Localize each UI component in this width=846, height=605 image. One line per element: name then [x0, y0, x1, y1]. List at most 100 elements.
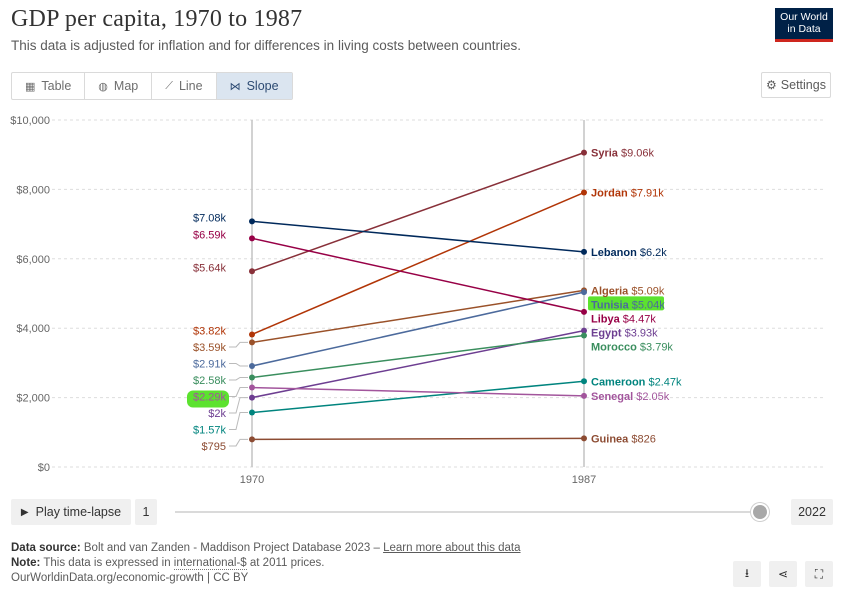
- series-name: Jordan: [591, 188, 631, 200]
- point-1987-libya: [581, 308, 587, 315]
- series-line-tunisia: [251, 291, 585, 367]
- point-1970-guinea: [249, 436, 255, 443]
- point-1970-morocco: [249, 374, 255, 381]
- tab-line-label: Line: [178, 79, 203, 93]
- series-line-lebanon: [251, 220, 585, 253]
- highlight-marker: [588, 296, 664, 311]
- tab-map-label: Map: [113, 79, 139, 93]
- slope-chart-icon: ⋈: [229, 80, 241, 93]
- series-line-jordan: [251, 191, 585, 336]
- series-value: $5.09k: [631, 285, 665, 297]
- point-1987-guinea: [581, 435, 587, 442]
- tab-table[interactable]: ▦ Table: [12, 73, 86, 99]
- point-1970-egypt: [249, 394, 255, 401]
- point-1970-senegal: [249, 384, 255, 391]
- point-1987-syria: [581, 149, 587, 156]
- series-name: Egypt: [591, 327, 625, 339]
- point-1970-syria: [249, 268, 255, 275]
- timeline-slider-track[interactable]: [175, 511, 767, 513]
- download-button[interactable]: ⭳: [733, 561, 761, 587]
- note-label: Note:: [11, 557, 41, 569]
- label-connector: [229, 376, 248, 381]
- series-line-libya: [251, 237, 585, 313]
- point-1987-egypt: [581, 327, 587, 334]
- international-dollar-link[interactable]: international-$: [173, 557, 247, 570]
- series-line-guinea: [251, 437, 585, 441]
- share-button[interactable]: ⋖: [769, 561, 797, 587]
- x-tick-label: 1970: [240, 474, 264, 486]
- logo-line-1: Our World: [780, 11, 828, 23]
- series-line-senegal: [251, 386, 585, 397]
- point-1970-tunisia: [249, 363, 255, 370]
- series-value: $7.91k: [631, 188, 665, 200]
- point-1970-jordan: [249, 331, 255, 338]
- globe-icon: ◍: [98, 80, 108, 93]
- right-label-guinea: Guinea $826: [591, 433, 656, 445]
- left-label-libya: $6.59k: [193, 229, 227, 241]
- fullscreen-button[interactable]: ⛶: [805, 561, 833, 587]
- series-name: Cameroon: [591, 376, 648, 388]
- left-label-lebanon: $7.08k: [193, 212, 227, 224]
- label-connector: [229, 412, 248, 430]
- timeline-slider-handle[interactable]: [751, 503, 769, 521]
- series-value: $3.93k: [625, 327, 659, 339]
- series-name: Syria: [591, 148, 621, 160]
- left-label-egypt: $2k: [208, 408, 226, 420]
- right-label-morocco: Morocco $3.79k: [591, 341, 673, 353]
- y-tick-label: $2,000: [16, 393, 50, 405]
- slope-chart: $0 $2,000 $4,000 $6,000 $8,000 $10,000 1970 198…: [10, 115, 825, 486]
- left-label-syria: $5.64k: [193, 262, 227, 274]
- series-value: $826: [631, 433, 655, 445]
- series-name: Morocco: [591, 341, 640, 353]
- series-value: $6.2k: [640, 247, 667, 259]
- fullscreen-icon: ⛶: [814, 566, 824, 581]
- right-label-tunisia: Tunisia $5.04k: [591, 299, 665, 311]
- series-value: $2.05k: [636, 391, 670, 403]
- right-label-lebanon: Lebanon $6.2k: [591, 247, 667, 259]
- play-icon: ▶: [20, 506, 29, 518]
- right-label-jordan: Jordan $7.91k: [591, 188, 664, 200]
- series-name: Tunisia: [591, 299, 632, 311]
- source-url[interactable]: OurWorldinData.org/economic-growth | CC …: [11, 572, 249, 584]
- label-connector: [229, 341, 248, 348]
- settings-button[interactable]: ⚙ Settings: [761, 72, 831, 98]
- tab-slope[interactable]: ⋈ Slope: [216, 73, 292, 99]
- timeline-start-year[interactable]: 1: [135, 499, 157, 525]
- settings-label: Settings: [780, 78, 826, 92]
- view-tabs: ▦ Table ◍ Map ⟋ Line ⋈ Slope: [11, 72, 293, 100]
- right-label-cameroon: Cameroon $2.47k: [591, 376, 682, 388]
- series-name: Libya: [591, 313, 623, 325]
- series-name: Lebanon: [591, 247, 640, 259]
- share-icon: ⋖: [777, 567, 789, 581]
- left-label-senegal: $2.29k: [193, 391, 227, 403]
- tab-map[interactable]: ◍ Map: [85, 73, 153, 99]
- point-1987-jordan: [581, 189, 587, 196]
- right-label-libya: Libya $4.47k: [591, 313, 656, 325]
- left-label-morocco: $2.58k: [193, 375, 227, 387]
- play-label: Play time-lapse: [35, 505, 122, 519]
- label-connector: [229, 438, 248, 447]
- owid-logo[interactable]: Our World in Data: [775, 8, 833, 42]
- point-1987-lebanon: [581, 248, 587, 255]
- point-1970-cameroon: [249, 409, 255, 416]
- left-label-jordan: $3.82k: [193, 325, 227, 337]
- y-tick-label: $8,000: [16, 184, 50, 196]
- source-notes: Data source: Bolt and van Zanden - Maddi…: [11, 541, 521, 586]
- right-label-algeria: Algeria $5.09k: [591, 285, 665, 297]
- gear-icon: ⚙: [766, 78, 777, 92]
- left-label-cameroon: $1.57k: [193, 424, 227, 436]
- highlight-marker: [187, 390, 229, 408]
- series-value: $5.04k: [632, 299, 666, 311]
- series-name: Algeria: [591, 285, 631, 297]
- series-value: $4.47k: [623, 313, 657, 325]
- series-value: $2.47k: [648, 376, 682, 388]
- y-tick-label: $6,000: [16, 254, 50, 266]
- left-label-algeria: $3.59k: [193, 342, 227, 354]
- right-label-syria: Syria $9.06k: [591, 148, 654, 160]
- source-label: Data source:: [11, 542, 81, 554]
- play-timelapse-button[interactable]: ▶ Play time-lapse: [11, 499, 131, 525]
- tab-line[interactable]: ⟋ Line: [152, 73, 217, 99]
- learn-more-link[interactable]: Learn more about this data: [383, 542, 521, 554]
- left-label-tunisia: $2.91k: [193, 358, 227, 370]
- timeline-end-year[interactable]: 2022: [791, 499, 833, 525]
